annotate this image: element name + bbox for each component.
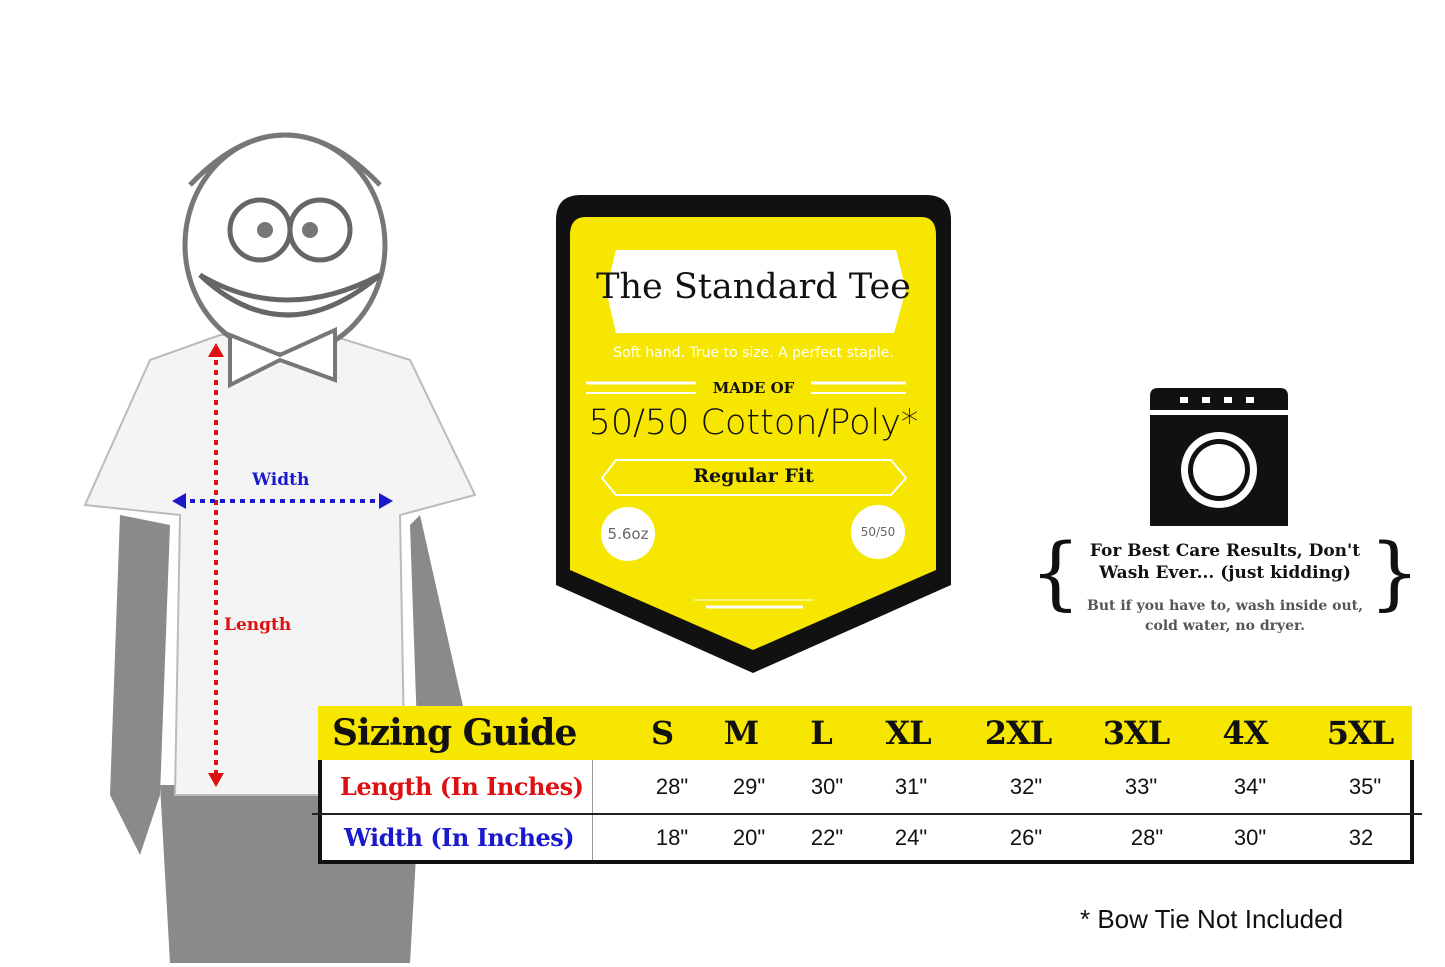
blend-badge: 50/50 [860,525,896,539]
tag-shield-shape [556,195,951,673]
length-value: 35" [1348,774,1382,799]
width-value: 26" [1009,825,1043,850]
care-detail: But if you have to, wash inside out, col… [1087,598,1363,634]
care-instructions: { } For Best Care Results, Don't Wash Ev… [1030,388,1420,668]
length-label: Length [224,615,292,635]
size-header: XL [885,714,931,752]
width-value: 18" [655,825,689,850]
size-header: 5XL [1326,714,1395,752]
right-brace-icon: } [1369,526,1420,619]
width-value: 28" [1130,825,1164,850]
material: 50/50 Cotton/Poly* [588,403,919,443]
fit-label: Regular Fit [693,465,814,487]
made-of-label: MADE OF [712,379,795,397]
size-header: L [810,714,832,752]
footnote: * Bow Tie Not Included [1080,904,1344,934]
cartoon-boy-in-tshirt [83,132,477,963]
sizing-guide-title: Sizing Guide [332,712,577,754]
length-value: 33" [1124,774,1158,799]
row-label-width: Width (In Inches) [344,823,575,852]
table-row: Length (In Inches) 28" 29" 30" 31" 32" 3… [322,760,1410,813]
weight-badge: 5.6oz [607,525,649,543]
sizing-table: Length (In Inches) 28" 29" 30" 31" 32" 3… [312,760,1422,864]
width-value: 22" [810,825,844,850]
sizing-guide-header: Sizing Guide S M L XL 2XL 3XL 4X 5XL [318,706,1412,760]
tag-title: The Standard Tee [596,267,911,307]
size-header: 4X [1222,714,1268,752]
care-headline: For Best Care Results, Don't Wash Ever..… [1089,541,1361,583]
width-value: 30" [1233,825,1267,850]
product-tag: The Standard Tee Soft hand. True to size… [556,195,951,673]
size-header: 3XL [1102,714,1171,752]
row-label-length: Length (In Inches) [340,772,584,801]
width-value: 32 [1348,825,1374,850]
size-header: 2XL [984,714,1053,752]
width-value: 20" [732,825,766,850]
washing-machine-icon [1150,388,1288,526]
width-label: Width [252,470,310,490]
length-value: 30" [810,774,844,799]
length-value: 28" [655,774,689,799]
width-value: 24" [894,825,928,850]
size-header: M [723,714,759,752]
length-value: 31" [894,774,928,799]
size-header: S [650,714,674,752]
character-illustration: Width Length [80,95,500,963]
length-value: 29" [732,774,766,799]
table-row: Width (In Inches) 18" 20" 22" 24" 26" 28… [322,815,1410,860]
left-brace-icon: { [1030,526,1081,619]
tag-tagline: Soft hand. True to size. A perfect stapl… [613,345,894,361]
length-value: 34" [1233,774,1267,799]
length-value: 32" [1009,774,1043,799]
